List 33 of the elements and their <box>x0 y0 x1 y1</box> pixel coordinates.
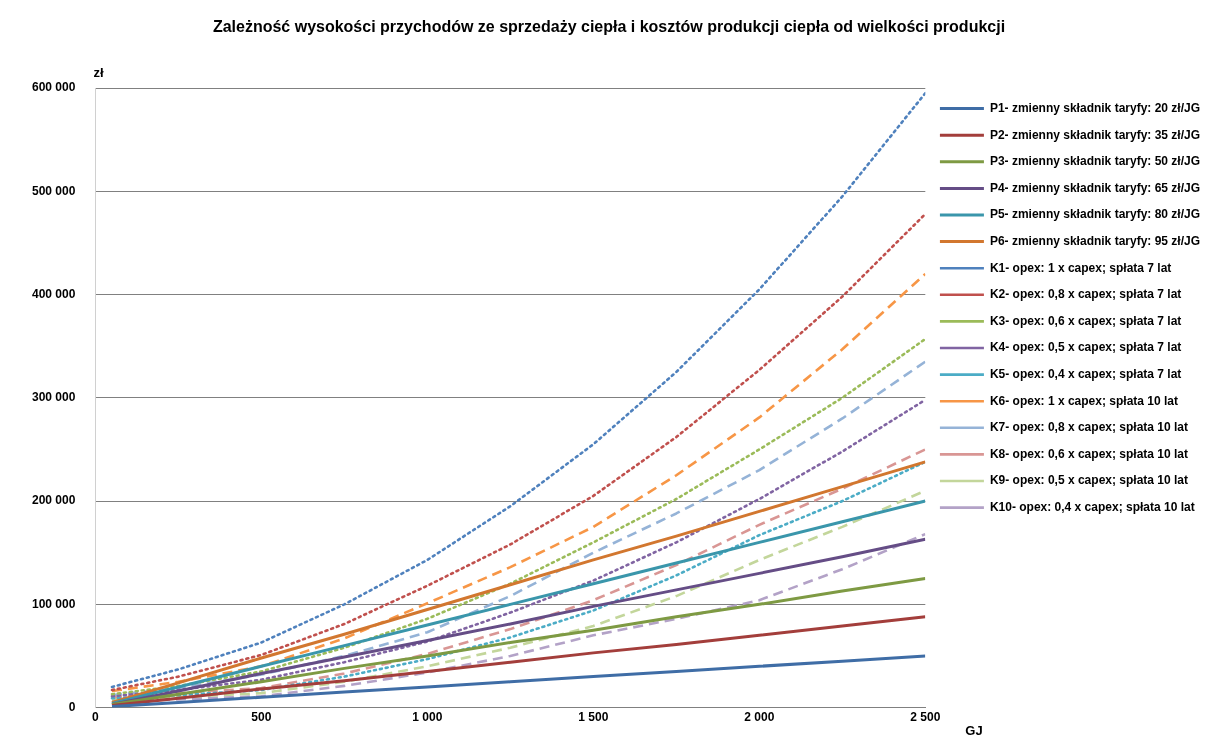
legend-label: K8- opex: 0,6 x capex; spłata 10 lat <box>989 446 1189 461</box>
legend-label: K3- opex: 0,6 x capex; spłata 7 lat <box>989 313 1182 328</box>
x-axis-title: GJ <box>965 723 983 738</box>
legend-label: K9- opex: 0,5 x capex; spłata 10 lat <box>989 473 1189 488</box>
legend-label: P6- zmienny składnik taryfy: 95 zł/JG <box>989 233 1201 248</box>
y-tick-label: 600 000 <box>31 80 76 95</box>
legend-label: P5- zmienny składnik taryfy: 80 zł/JG <box>989 207 1201 222</box>
y-tick-label: 0 <box>68 699 76 714</box>
legend-label: K7- opex: 0,8 x capex; spłata 10 lat <box>989 420 1189 435</box>
x-tick-label: 2 000 <box>744 710 775 725</box>
x-tick-label: 0 <box>92 710 100 725</box>
y-tick-label: 300 000 <box>31 390 76 405</box>
legend-label: K5- opex: 0,4 x capex; spłata 7 lat <box>989 366 1182 381</box>
chart-title: Zależność wysokości przychodów ze sprzedaży ciepła i kosztów produkcji ciepła od wielkości produkcji <box>211 18 1007 36</box>
legend-label: P1- zmienny składnik taryfy: 20 zł/JG <box>989 100 1201 115</box>
line-series <box>110 91 926 689</box>
x-tick-label: 1 500 <box>578 710 609 725</box>
x-tick-label: 500 <box>251 710 272 725</box>
legend-label: K6- opex: 1 x capex; spłata 10 lat <box>989 393 1179 408</box>
legend-label: P2- zmienny składnik taryfy: 35 zł/JG <box>989 127 1201 142</box>
legend-label: K2- opex: 0,8 x capex; spłata 7 lat <box>989 287 1182 302</box>
y-tick-label: 400 000 <box>31 286 76 301</box>
y-tick-label: 500 000 <box>31 183 76 198</box>
legend-label: P4- zmienny składnik taryfy: 65 zł/JG <box>989 180 1201 195</box>
legend-label: K4- opex: 0,5 x capex; spłata 7 lat <box>989 340 1182 355</box>
x-tick-label: 2 500 <box>910 710 941 725</box>
legend-label: K1- opex: 1 x capex; spłata 7 lat <box>989 260 1172 275</box>
y-tick-label: 100 000 <box>31 596 76 611</box>
legend-label: P3- zmienny składnik taryfy: 50 zł/JG <box>989 154 1201 169</box>
y-axis-title: zł <box>93 65 104 81</box>
y-tick-label: 200 000 <box>31 493 76 508</box>
legend-label: K10- opex: 0,4 x capex; spłata 10 lat <box>989 499 1195 514</box>
x-tick-label: 1 000 <box>412 710 443 725</box>
